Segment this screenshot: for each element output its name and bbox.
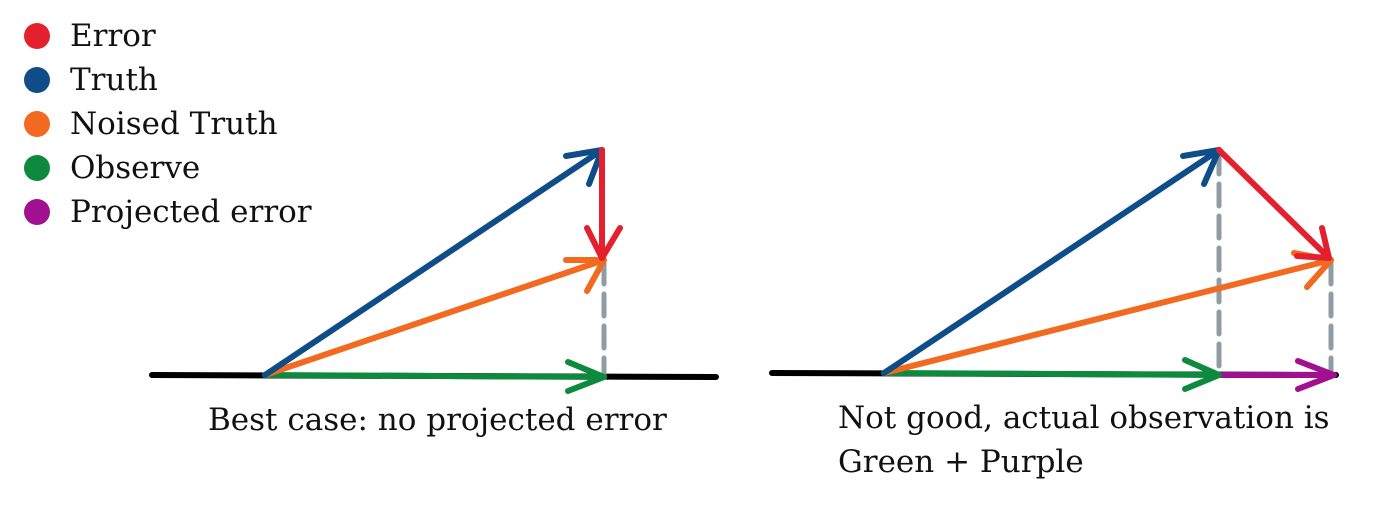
- left-error-arrow: [584, 147, 623, 261]
- left-truth-arrow: [262, 147, 605, 378]
- legend-item-projected-error: Projected error: [24, 190, 312, 234]
- legend-label-projected-error: Projected error: [70, 194, 312, 230]
- legend-dot-noised-truth-icon: [24, 111, 50, 137]
- legend-dot-truth-icon: [24, 67, 50, 93]
- left-panel-caption: Best case: no projected error: [208, 402, 667, 438]
- left-observe-arrow: [262, 359, 607, 394]
- right-error-arrow: [1216, 147, 1332, 261]
- right-truth-arrow: [881, 147, 1222, 376]
- legend-dot-projected-error-icon: [24, 199, 50, 225]
- right-panel-caption-line-1: Not good, actual observation is: [838, 400, 1330, 436]
- right-panel-diagram: [769, 147, 1339, 392]
- right-noised-truth-arrow: [881, 250, 1334, 376]
- right-observe-arrow: [881, 357, 1222, 392]
- legend-label-noised-truth: Noised Truth: [70, 106, 278, 142]
- left-panel-diagram: [149, 147, 719, 394]
- legend-label-truth: Truth: [70, 62, 158, 98]
- legend-item-noised-truth: Noised Truth: [24, 102, 312, 146]
- legend-label-error: Error: [70, 18, 156, 54]
- legend: Error Truth Noised Truth Observe Project…: [24, 14, 312, 234]
- right-panel-caption-line-2: Green + Purple: [838, 444, 1084, 480]
- legend-dot-error-icon: [24, 23, 50, 49]
- legend-item-error: Error: [24, 14, 312, 58]
- left-noised-truth-arrow: [262, 257, 607, 378]
- legend-label-observe: Observe: [70, 150, 201, 186]
- legend-item-truth: Truth: [24, 58, 312, 102]
- legend-dot-observe-icon: [24, 155, 50, 181]
- legend-item-observe: Observe: [24, 146, 312, 190]
- right-projected-error-arrow: [1216, 358, 1337, 392]
